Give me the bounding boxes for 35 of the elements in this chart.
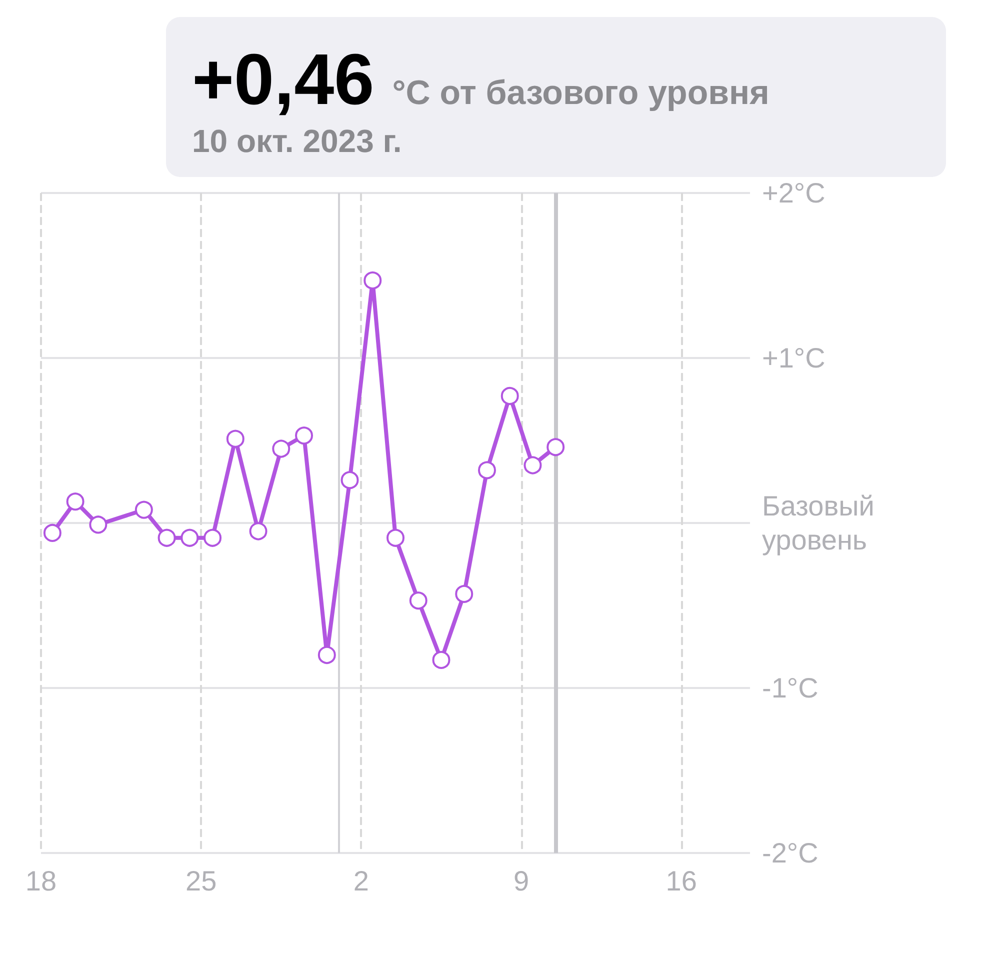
point bbox=[66, 492, 84, 511]
y-tick-label: Базовый уровень bbox=[762, 490, 874, 556]
point bbox=[295, 426, 314, 445]
point bbox=[364, 271, 382, 290]
x-tick-label: 25 bbox=[186, 866, 217, 896]
point bbox=[386, 528, 404, 547]
point bbox=[500, 386, 519, 405]
x-tick-label: 16 bbox=[666, 866, 697, 896]
point bbox=[180, 528, 199, 547]
point bbox=[272, 440, 290, 458]
point bbox=[158, 528, 176, 547]
point bbox=[204, 528, 222, 547]
point bbox=[409, 592, 428, 610]
point bbox=[524, 456, 542, 474]
chart-subtitle: °C от базового уровня bbox=[392, 74, 770, 113]
point bbox=[89, 516, 108, 534]
x-tick-label: 2 bbox=[353, 866, 369, 896]
point bbox=[134, 500, 153, 519]
point bbox=[340, 471, 359, 490]
point bbox=[478, 461, 496, 480]
point bbox=[546, 438, 565, 456]
chart-title: +0,46 bbox=[192, 39, 374, 121]
point bbox=[43, 524, 62, 542]
x-tick-label: 18 bbox=[25, 866, 57, 896]
point bbox=[318, 646, 336, 664]
y-tick-label: -2°C bbox=[762, 838, 818, 868]
y-tick-label: +1°C bbox=[762, 342, 826, 374]
text: 10 окт. 2023 г. bbox=[192, 123, 403, 160]
point bbox=[432, 650, 450, 669]
point bbox=[249, 522, 268, 540]
y-tick-label: +2°C bbox=[762, 178, 826, 208]
point bbox=[226, 430, 244, 448]
point bbox=[455, 584, 474, 603]
y-tick-label: -1°C bbox=[762, 672, 818, 704]
x-tick-label: 9 bbox=[514, 866, 530, 896]
